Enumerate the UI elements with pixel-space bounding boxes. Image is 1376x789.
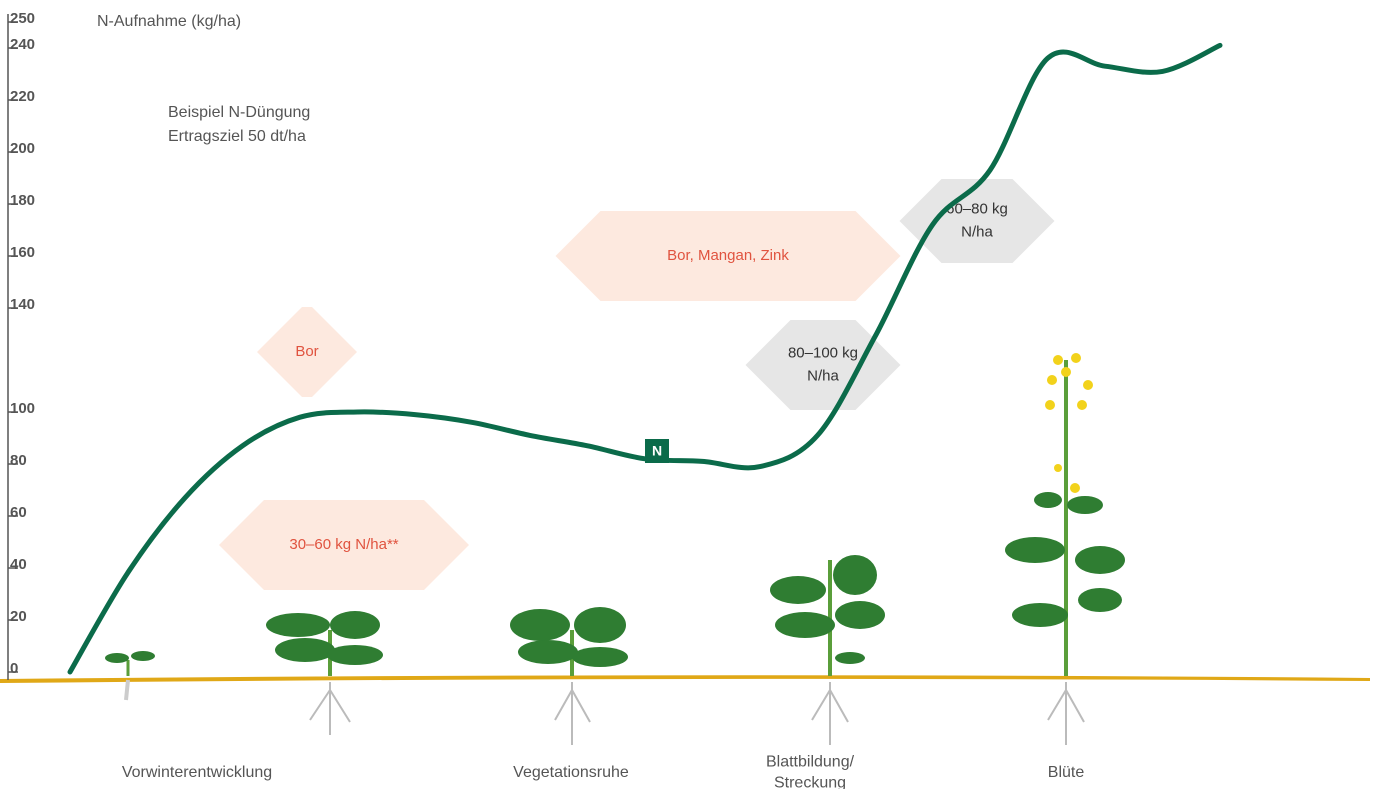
y-tick-label: 80 xyxy=(10,452,27,469)
annotation-box xyxy=(745,320,901,410)
annotation-box xyxy=(555,211,901,301)
ground xyxy=(0,675,1370,683)
y-tick-label: 250 xyxy=(10,10,35,27)
y-tick-label: 240 xyxy=(10,36,35,53)
plants xyxy=(0,353,1370,745)
y-tick-label: 100 xyxy=(10,400,35,417)
y-tick-label: 60 xyxy=(10,504,27,521)
stage-label: Vegetationsruhe xyxy=(513,764,629,781)
annotation-box xyxy=(257,307,357,397)
annotation-text: N/ha xyxy=(807,367,839,384)
legend-label: N xyxy=(652,443,662,459)
annotation-text: 80–100 kg xyxy=(788,344,858,361)
y-tick-label: 0 xyxy=(10,660,18,677)
annotation-text: 30–60 kg N/ha** xyxy=(289,536,398,553)
y-tick-label: 160 xyxy=(10,244,35,261)
stage-label: Blattbildung/ xyxy=(766,754,855,771)
stage-label: Blüte xyxy=(1048,764,1085,781)
y-tick-label: 140 xyxy=(10,296,35,313)
subtitle: Beispiel N-Düngung xyxy=(168,104,310,121)
annotation-text: Bor, Mangan, Zink xyxy=(667,247,789,264)
plant-winter xyxy=(266,611,383,735)
annotation-text: N/ha xyxy=(961,223,993,240)
y-tick-label: 220 xyxy=(10,88,35,105)
y-tick-label: 180 xyxy=(10,192,35,209)
y-tick-label: 20 xyxy=(10,608,27,625)
y-tick-label: 200 xyxy=(10,140,35,157)
stage-label: Vorwinterentwicklung xyxy=(122,764,272,781)
subtitle: Ertragsziel 50 dt/ha xyxy=(168,128,306,145)
n-uptake-line xyxy=(67,42,1223,675)
annotation-box xyxy=(899,179,1055,263)
annotation-box xyxy=(219,500,469,590)
plant-stem xyxy=(770,555,885,745)
seedling xyxy=(105,651,155,701)
plant-rest xyxy=(510,607,628,745)
y-tick-label: 40 xyxy=(10,556,27,573)
stage-label: Streckung xyxy=(774,775,846,789)
plant-bloom xyxy=(1005,353,1125,745)
y-axis-label: N-Aufnahme (kg/ha) xyxy=(97,13,241,30)
annotation-text: 60–80 kg xyxy=(946,200,1008,217)
annotation-text: Bor xyxy=(295,343,318,360)
legend-marker xyxy=(645,439,669,463)
